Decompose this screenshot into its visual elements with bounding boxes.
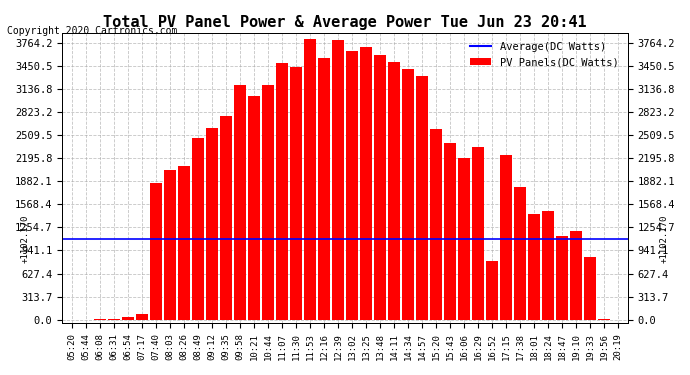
Bar: [164, 170, 177, 320]
Bar: [415, 76, 428, 320]
Bar: [430, 129, 442, 320]
Bar: [304, 39, 316, 320]
Bar: [513, 187, 526, 320]
Bar: [402, 69, 414, 320]
Bar: [150, 183, 162, 320]
Bar: [276, 63, 288, 320]
Bar: [121, 316, 135, 320]
Bar: [192, 138, 204, 320]
Bar: [290, 67, 302, 320]
Bar: [472, 147, 484, 320]
Bar: [542, 211, 554, 320]
Bar: [444, 143, 456, 320]
Title: Total PV Panel Power & Average Power Tue Jun 23 20:41: Total PV Panel Power & Average Power Tue…: [104, 15, 586, 30]
Bar: [500, 154, 512, 320]
Text: Copyright 2020 Cartronics.com: Copyright 2020 Cartronics.com: [7, 26, 177, 36]
Bar: [346, 51, 358, 320]
Bar: [359, 47, 373, 320]
Legend: Average(DC Watts), PV Panels(DC Watts): Average(DC Watts), PV Panels(DC Watts): [466, 38, 622, 71]
Bar: [206, 128, 218, 320]
Bar: [234, 86, 246, 320]
Bar: [486, 261, 498, 320]
Text: +1102.170: +1102.170: [21, 214, 30, 263]
Bar: [136, 314, 148, 320]
Bar: [388, 62, 400, 320]
Bar: [262, 85, 275, 320]
Text: +1102.170: +1102.170: [660, 214, 669, 263]
Bar: [248, 96, 260, 320]
Bar: [332, 40, 344, 320]
Bar: [457, 158, 471, 320]
Bar: [570, 231, 582, 320]
Bar: [555, 236, 569, 320]
Bar: [584, 257, 596, 320]
Bar: [528, 214, 540, 320]
Bar: [374, 55, 386, 320]
Bar: [219, 116, 233, 320]
Bar: [317, 58, 331, 320]
Bar: [178, 166, 190, 320]
